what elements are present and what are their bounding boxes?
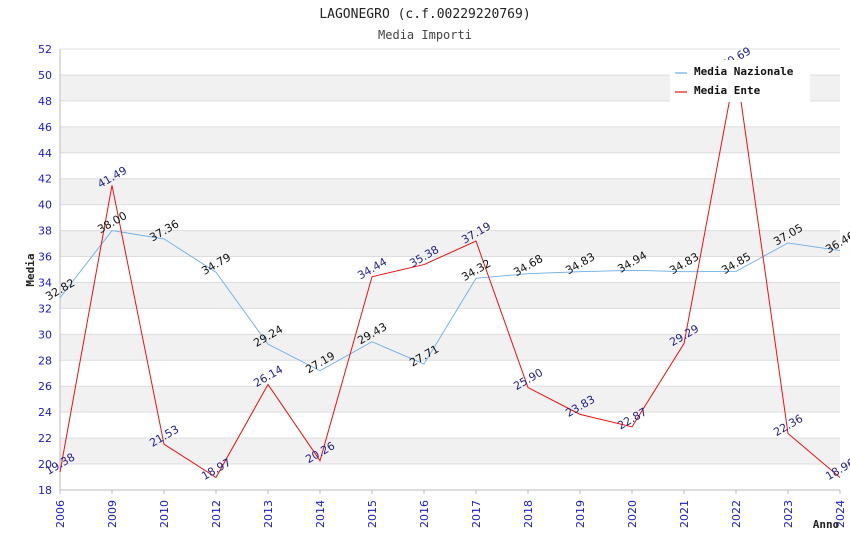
- x-tick-label: 2023: [782, 500, 795, 528]
- y-tick-label: 50: [38, 69, 52, 82]
- series-line-media-nazionale: [59, 230, 841, 372]
- series-group: [59, 65, 841, 479]
- y-tick-label: 52: [38, 43, 52, 56]
- x-axis-label: Anno: [813, 518, 840, 531]
- x-axis-ticks: 2006 2009 2010 2012 2013 2014 2015 2016 2017 2018…: [54, 490, 847, 528]
- grid-band: [60, 230, 840, 257]
- y-tick-label: 18: [38, 484, 52, 497]
- legend: Media Nazionale Media Ente: [670, 60, 810, 102]
- y-axis-ticks: 18 20 22 24 26 28 30 32 34 36 38 40 42 44 46 48 50 52: [38, 43, 52, 497]
- x-tick-label: 2017: [470, 500, 483, 528]
- y-tick-label: 40: [38, 199, 52, 212]
- x-tick-label: 2012: [210, 500, 223, 528]
- y-tick-label: 28: [38, 354, 52, 367]
- legend-label-ente: Media Ente: [694, 84, 761, 97]
- x-tick-label: 2015: [366, 500, 379, 528]
- data-label-nazionale: 34.32: [459, 257, 493, 284]
- x-tick-label: 2024: [834, 500, 847, 528]
- y-tick-label: 48: [38, 95, 52, 108]
- grid-band: [60, 126, 840, 153]
- y-tick-label: 22: [38, 432, 52, 445]
- grid-band: [60, 334, 840, 361]
- x-tick-label: 2022: [730, 500, 743, 528]
- grid-band: [60, 386, 840, 413]
- x-tick-label: 2016: [418, 500, 431, 528]
- grid-band: [60, 438, 840, 465]
- chart-subtitle: Media Importi: [378, 28, 472, 42]
- axes: [59, 49, 840, 491]
- x-tick-label: 2010: [158, 500, 171, 528]
- y-tick-label: 46: [38, 121, 52, 134]
- data-label-ente: 22.36: [771, 412, 805, 439]
- chart-title: LAGONEGRO (c.f.00229220769): [319, 7, 530, 22]
- y-tick-label: 24: [38, 406, 52, 419]
- legend-box: [670, 60, 810, 102]
- y-tick-label: 26: [38, 380, 52, 393]
- y-axis-label: Media: [24, 253, 37, 286]
- x-tick-label: 2021: [678, 500, 691, 528]
- y-tick-label: 42: [38, 173, 52, 186]
- grid-bands: [60, 74, 840, 465]
- data-label-ente: 34.44: [355, 255, 389, 282]
- x-tick-label: 2018: [522, 500, 535, 528]
- y-tick-label: 44: [38, 147, 52, 160]
- y-tick-label: 36: [38, 251, 52, 264]
- y-tick-label: 32: [38, 302, 52, 315]
- x-tick-label: 2014: [314, 500, 327, 528]
- legend-label-nazionale: Media Nazionale: [694, 65, 794, 78]
- x-tick-label: 2020: [626, 500, 639, 528]
- x-tick-label: 2019: [574, 500, 587, 528]
- grid-band: [60, 178, 840, 205]
- grid-band: [60, 282, 840, 309]
- x-tick-label: 2009: [106, 500, 119, 528]
- x-tick-label: 2013: [262, 500, 275, 528]
- series-line-media-ente: [59, 65, 841, 479]
- y-tick-label: 30: [38, 328, 52, 341]
- y-tick-label: 38: [38, 225, 52, 238]
- x-tick-label: 2006: [54, 500, 67, 528]
- y-tick-label: 20: [38, 458, 52, 471]
- y-tick-label: 34: [38, 276, 52, 289]
